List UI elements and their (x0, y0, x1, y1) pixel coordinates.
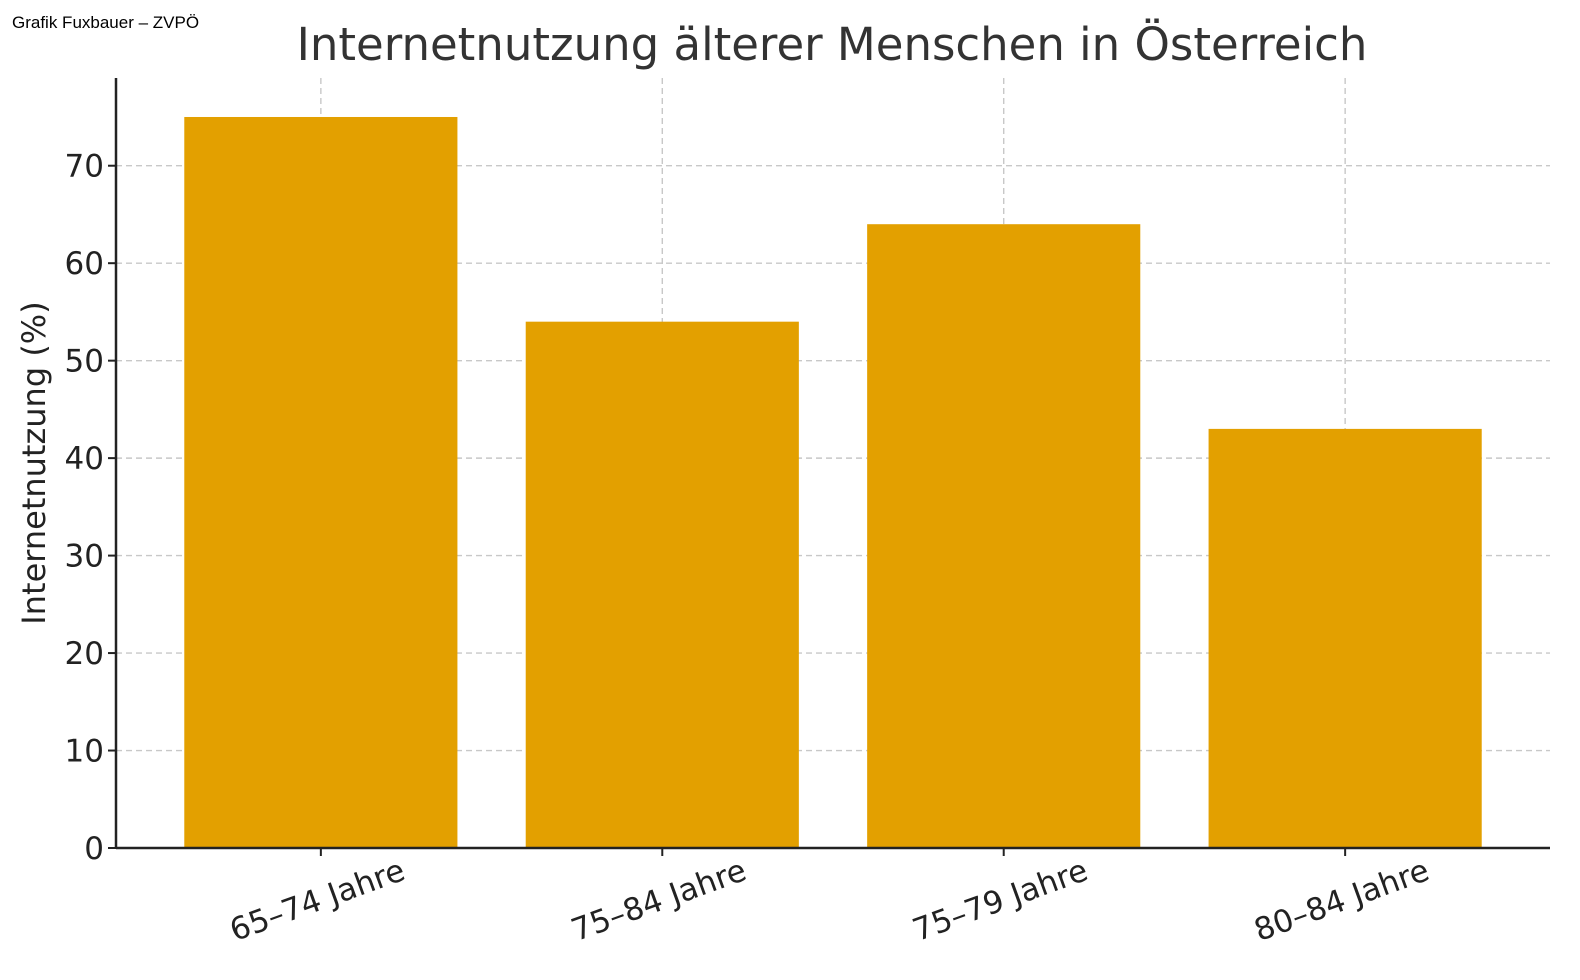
y-tick-label: 40 (65, 441, 104, 477)
bar-4 (1208, 428, 1482, 848)
x-tick-label: 80–84 Jahre (1250, 852, 1434, 948)
y-tick-label: 20 (65, 636, 104, 672)
bars (184, 116, 1482, 849)
chart-title: Internetnutzung älterer Menschen in Öste… (297, 18, 1368, 71)
chart-credit: Grafik Fuxbauer – ZVPÖ (12, 13, 200, 32)
x-tick-label: 65–74 Jahre (225, 852, 409, 948)
bar-3 (867, 224, 1141, 849)
bar-2 (525, 321, 799, 848)
y-tick-label: 10 (65, 734, 104, 770)
y-tick-labels: 0 10 20 30 40 50 60 70 (65, 149, 104, 867)
bar-1 (184, 116, 458, 848)
y-axis-label: Internetnutzung (%) (15, 301, 53, 624)
y-tick-label: 0 (84, 831, 104, 867)
axes (108, 78, 1550, 856)
y-tick-label: 50 (65, 344, 104, 380)
y-tick-label: 60 (65, 246, 104, 282)
x-tick-label: 75–79 Jahre (908, 852, 1092, 948)
x-tick-labels: 65–74 Jahre 75–84 Jahre 75–79 Jahre 80–84 J… (225, 852, 1434, 948)
y-tick-label: 30 (65, 539, 104, 575)
x-tick-label: 75–84 Jahre (567, 852, 751, 948)
y-tick-label: 70 (65, 149, 104, 185)
